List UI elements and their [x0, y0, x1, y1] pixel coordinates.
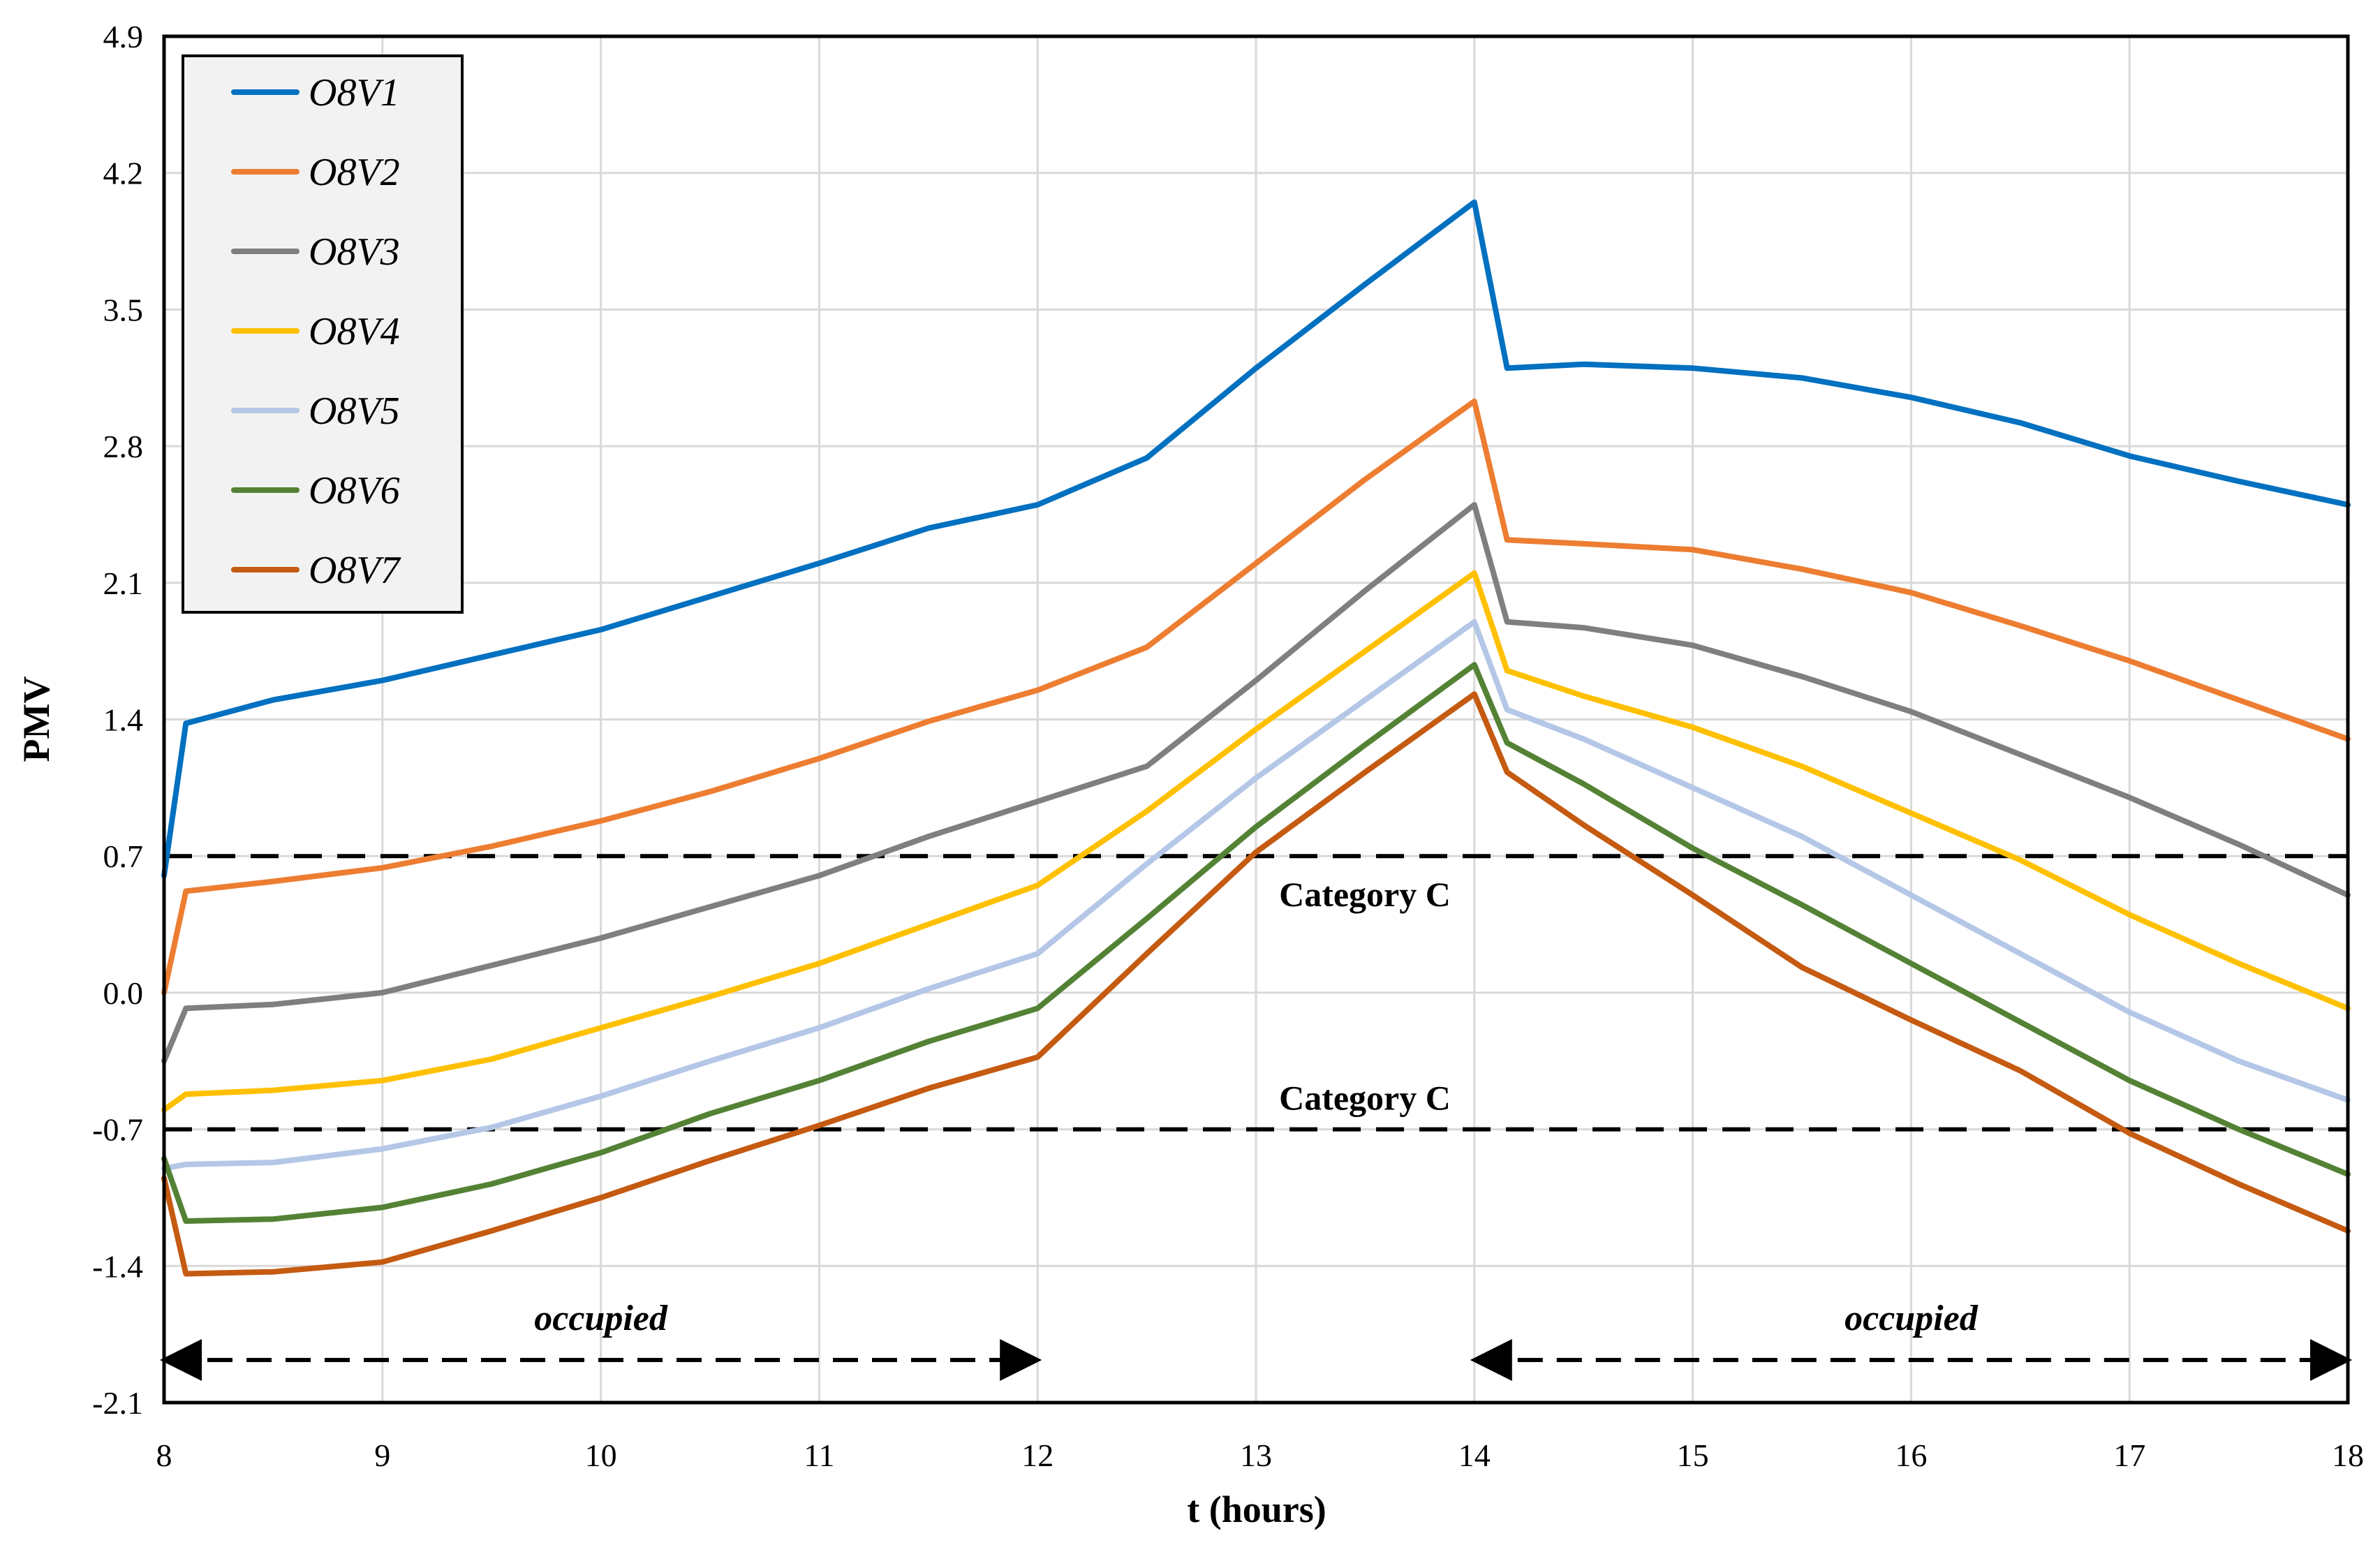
series-line-o8v2 — [161, 398, 2351, 996]
legend-box — [182, 54, 464, 614]
annotations: Category C Category C — [1279, 875, 1451, 1117]
x-tick-label: 11 — [804, 1437, 834, 1473]
series-line-o8v4 — [161, 570, 2351, 1113]
series-line-o8v1 — [161, 199, 2351, 879]
y-tick-label: -0.7 — [92, 1112, 143, 1148]
y-tick-label: -1.4 — [92, 1248, 143, 1284]
x-axis-ticks: 8 9 10 11 12 13 14 15 16 17 18 — [156, 1437, 2365, 1473]
legend-label-o8v2: O8V2 — [309, 151, 400, 194]
x-tick-label: 13 — [1240, 1437, 1272, 1473]
occupied-label: occupied — [534, 1299, 668, 1338]
legend-label-o8v4: O8V4 — [309, 310, 400, 353]
x-tick-label: 18 — [2332, 1437, 2364, 1473]
y-tick-label: 2.1 — [103, 565, 144, 601]
y-tick-label: -2.1 — [92, 1385, 143, 1421]
x-tick-label: 17 — [2113, 1437, 2145, 1473]
series-line-o8v3 — [161, 502, 2351, 1064]
occupied-periods: occupied occupied — [160, 1299, 2352, 1381]
y-tick-label: 4.2 — [103, 156, 144, 191]
x-tick-label: 15 — [1677, 1437, 1709, 1473]
y-tick-label: 3.5 — [103, 292, 144, 327]
legend-label-o8v7: O8V7 — [309, 549, 401, 592]
x-tick-label: 9 — [374, 1437, 390, 1473]
series-line-o8v7 — [161, 691, 2351, 1277]
legend-label-o8v5: O8V5 — [309, 390, 400, 433]
legend: O8V1 O8V2 O8V3 O8V4 O8V5 O8V6 O8V7 — [182, 54, 464, 614]
plot-area-frame — [162, 34, 2350, 1405]
x-axis-title: t (hours) — [1187, 1488, 1326, 1530]
y-axis-title: PMV — [15, 677, 57, 762]
x-tick-label: 12 — [1021, 1437, 1054, 1473]
y-tick-label: 1.4 — [103, 702, 144, 738]
category-c-label: Category C — [1279, 875, 1451, 914]
reference-lines — [164, 854, 2348, 1132]
y-tick-label: 0.0 — [103, 975, 144, 1011]
x-tick-label: 14 — [1458, 1437, 1491, 1473]
x-tick-label: 10 — [585, 1437, 617, 1473]
x-tick-label: 8 — [156, 1437, 172, 1473]
y-tick-label: 4.9 — [103, 19, 144, 54]
y-tick-label: 2.8 — [103, 429, 144, 464]
occupied-label: occupied — [1845, 1299, 1979, 1338]
y-tick-label: 0.7 — [103, 838, 144, 874]
legend-label-o8v6: O8V6 — [309, 469, 400, 512]
x-tick-label: 16 — [1895, 1437, 1927, 1473]
category-c-label: Category C — [1279, 1079, 1451, 1118]
legend-label-o8v1: O8V1 — [309, 71, 400, 114]
series-line-o8v5 — [161, 619, 2351, 1171]
y-axis-ticks: 4.9 4.2 3.5 2.8 2.1 1.4 0.7 0.0 -0.7 -1.4 -2.1 — [92, 19, 143, 1421]
series-line-o8v6 — [161, 662, 2351, 1224]
series-lines — [161, 199, 2351, 1277]
legend-label-o8v3: O8V3 — [309, 230, 400, 274]
